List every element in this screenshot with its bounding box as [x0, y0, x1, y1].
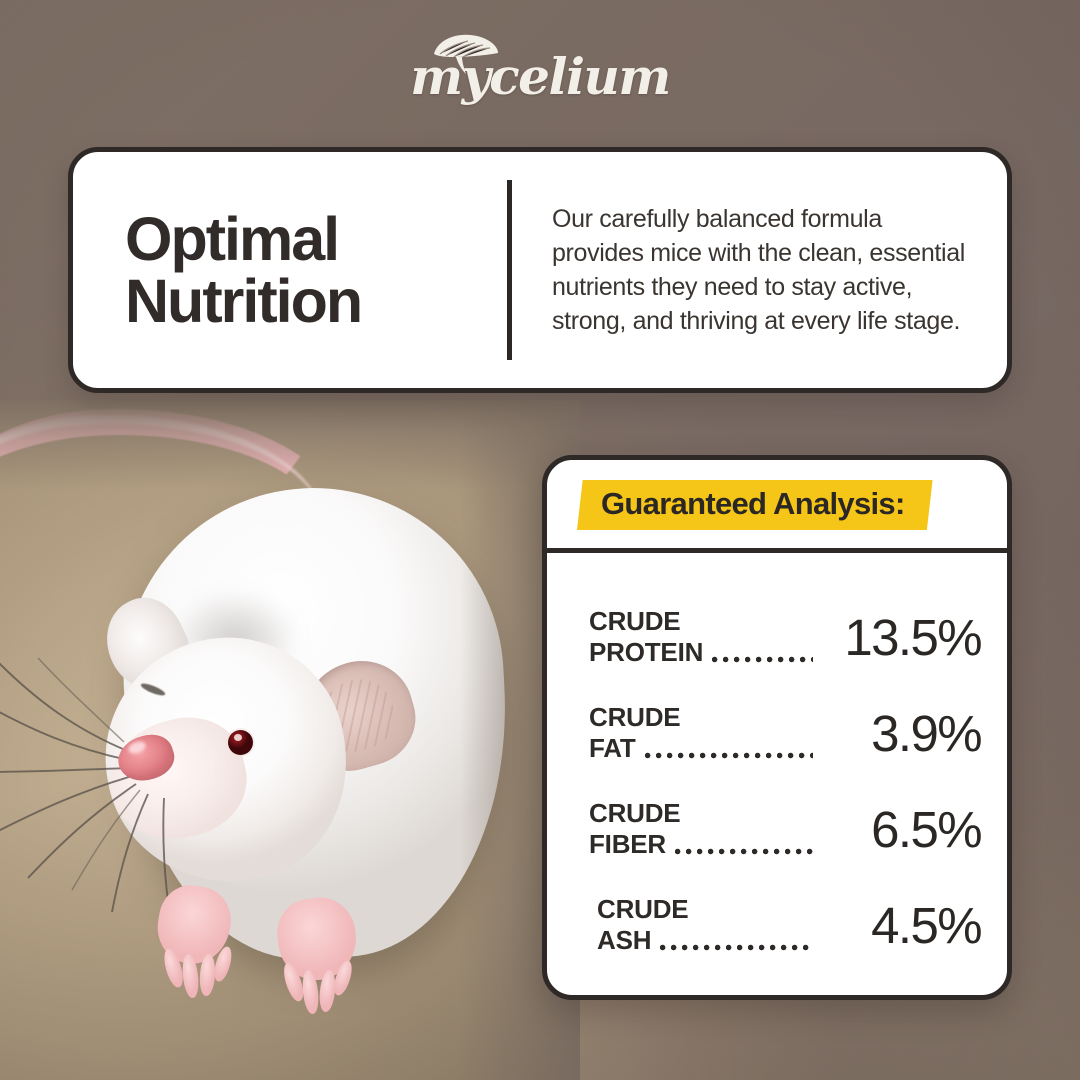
page-title-line-2: Nutrition	[125, 267, 363, 335]
analysis-row-label: CRUDE ASH	[597, 894, 813, 955]
dot-leader	[644, 749, 813, 761]
analysis-row-value: 3.9%	[871, 704, 982, 762]
brand-logo: mycelium	[0, 34, 1080, 102]
analysis-row-protein: CRUDE PROTEIN 13.5%	[547, 589, 1007, 685]
dot-leader	[660, 941, 813, 953]
analysis-row-value: 13.5%	[844, 608, 982, 666]
analysis-row-label: CRUDE FAT	[589, 702, 813, 763]
photo-top-fade	[0, 400, 580, 490]
analysis-row-word-2: FAT	[589, 733, 636, 763]
headline-card: Optimal Nutrition Our carefully balanced…	[68, 147, 1012, 393]
mouse-eye-highlight	[234, 734, 242, 741]
page-title-line-1: Optimal	[125, 204, 340, 273]
analysis-row-fat: CRUDE FAT 3.9%	[547, 685, 1007, 781]
analysis-row-word-1: CRUDE	[589, 606, 681, 637]
analysis-row-word-2: PROTEIN	[589, 637, 704, 667]
mushroom-icon	[434, 34, 498, 74]
analysis-row-ash: CRUDE ASH 4.5%	[547, 877, 1007, 973]
analysis-row-word-1: CRUDE	[589, 702, 681, 733]
analysis-banner-label: Guaranteed Analysis:	[601, 486, 905, 521]
dot-leader	[675, 845, 813, 857]
analysis-banner-row: Guaranteed Analysis:	[547, 460, 1007, 553]
brand-name: mycelium	[410, 47, 671, 106]
analysis-row-word-2: FIBER	[589, 829, 667, 859]
analysis-row-label: CRUDE PROTEIN	[589, 606, 813, 667]
analysis-row-word-2: ASH	[597, 925, 652, 955]
analysis-row-value: 4.5%	[871, 896, 982, 954]
analysis-banner: Guaranteed Analysis:	[577, 480, 933, 530]
mouse-photo	[0, 396, 580, 1080]
mouse-whiskers	[0, 657, 171, 917]
analysis-row-value: 6.5%	[871, 800, 982, 858]
mouse-eye	[228, 730, 253, 755]
page-title: Optimal Nutrition	[73, 204, 485, 335]
analysis-row-label: CRUDE FIBER	[589, 798, 813, 859]
analysis-row-word-1: CRUDE	[589, 798, 681, 829]
analysis-row-fiber: CRUDE FIBER 6.5%	[547, 781, 1007, 877]
headline-body-text: Our carefully balanced formula provides …	[552, 204, 965, 336]
guaranteed-analysis-card: Guaranteed Analysis: CRUDE PROTEIN 13.5%…	[542, 455, 1012, 1000]
analysis-rows: CRUDE PROTEIN 13.5% CRUDE FAT 3.9%	[547, 553, 1007, 973]
analysis-row-word-1: CRUDE	[597, 894, 689, 925]
dot-leader	[712, 653, 813, 665]
headline-divider	[507, 180, 512, 360]
